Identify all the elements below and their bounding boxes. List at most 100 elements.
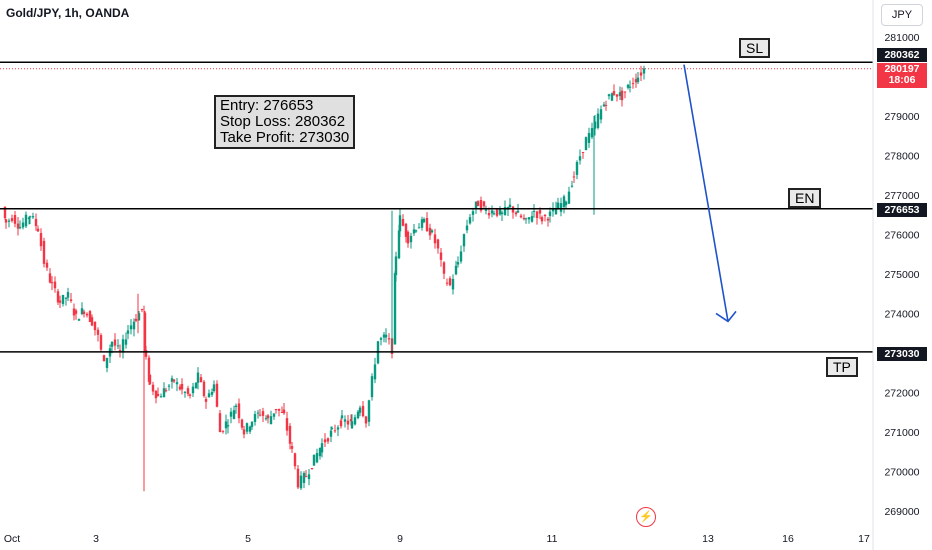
candle-body bbox=[269, 416, 273, 425]
candle-body bbox=[282, 409, 286, 414]
currency-button[interactable]: JPY bbox=[881, 4, 923, 26]
candle-body bbox=[226, 425, 230, 427]
candle-body bbox=[178, 386, 182, 390]
candle-body bbox=[296, 468, 300, 488]
candle-body bbox=[498, 209, 502, 215]
candle-body bbox=[626, 84, 630, 88]
candle-body bbox=[245, 423, 249, 432]
candle-body bbox=[280, 411, 284, 413]
candle-body bbox=[215, 383, 219, 407]
candle-body bbox=[401, 218, 405, 226]
candle-body bbox=[567, 191, 571, 204]
candle-body bbox=[3, 206, 7, 219]
candle-body bbox=[202, 381, 206, 397]
candle-body bbox=[34, 218, 38, 227]
candle-body bbox=[522, 217, 526, 220]
x-tick-label: 11 bbox=[547, 533, 558, 545]
candle-body bbox=[240, 419, 244, 428]
candle-body bbox=[343, 419, 347, 422]
candle-body bbox=[474, 201, 478, 208]
candle-body bbox=[194, 382, 198, 388]
candles bbox=[3, 65, 646, 492]
candle-body bbox=[96, 329, 100, 335]
sl-tag[interactable]: SL bbox=[739, 38, 771, 58]
candle-body bbox=[575, 161, 579, 175]
candle-body bbox=[221, 430, 225, 432]
candle-body bbox=[315, 453, 319, 463]
candle-body bbox=[593, 121, 597, 129]
candle-body bbox=[58, 300, 62, 303]
y-tick-label: 277000 bbox=[884, 190, 919, 202]
candle-body bbox=[147, 357, 151, 382]
y-tick-label: 279000 bbox=[884, 111, 919, 123]
candle-body bbox=[425, 217, 429, 232]
candle-body bbox=[66, 292, 70, 298]
candle-body bbox=[196, 372, 200, 383]
candle-body bbox=[445, 282, 449, 284]
trade-info-box[interactable]: Entry: 276653 Stop Loss: 280362 Take Pro… bbox=[214, 95, 356, 149]
candle-body bbox=[623, 91, 627, 93]
candle-body bbox=[604, 104, 608, 106]
y-tick-label: 276000 bbox=[884, 230, 919, 242]
candle-body bbox=[333, 430, 337, 432]
candle-body bbox=[172, 379, 176, 382]
candle-body bbox=[250, 421, 254, 427]
candle-body bbox=[430, 230, 434, 233]
candle-body bbox=[154, 390, 158, 399]
candle-body bbox=[514, 212, 518, 215]
candle-body bbox=[482, 201, 486, 207]
candle-body bbox=[329, 430, 333, 437]
candle-body bbox=[382, 334, 386, 338]
candle-body bbox=[636, 77, 640, 83]
tp-tag[interactable]: TP bbox=[826, 357, 858, 377]
candle-body bbox=[546, 218, 550, 221]
candle-body bbox=[442, 262, 446, 274]
candle-body bbox=[102, 355, 106, 362]
candle-body bbox=[578, 156, 582, 161]
candle-body bbox=[590, 128, 594, 138]
candle-body bbox=[519, 215, 523, 218]
x-tick-label: 9 bbox=[397, 533, 403, 545]
candle-body bbox=[288, 425, 292, 444]
x-tick-label: 5 bbox=[245, 533, 251, 545]
stop-loss-text: Stop Loss: 280362 bbox=[220, 113, 346, 130]
candle-body bbox=[412, 229, 416, 234]
candle-body bbox=[290, 446, 294, 449]
axes: 2690002700002710002720002730002740002750… bbox=[4, 0, 920, 550]
candle-body bbox=[274, 409, 278, 411]
en-tag[interactable]: EN bbox=[788, 188, 822, 208]
candle-body bbox=[503, 207, 507, 215]
candle-body bbox=[304, 476, 308, 478]
candle-body bbox=[302, 472, 306, 483]
candle-body bbox=[433, 234, 437, 244]
candle-body bbox=[367, 400, 371, 422]
candle-body bbox=[500, 212, 504, 215]
candle-body bbox=[596, 113, 600, 128]
candle-body bbox=[137, 313, 141, 321]
candle-body bbox=[132, 321, 136, 330]
candle-body bbox=[628, 86, 632, 88]
x-tick-label: 13 bbox=[702, 533, 714, 545]
candle-body bbox=[451, 278, 455, 290]
candle-body bbox=[39, 233, 43, 247]
candle-body bbox=[394, 256, 398, 276]
candle-body bbox=[339, 420, 343, 427]
candle-body bbox=[10, 218, 14, 221]
candle-body bbox=[299, 475, 303, 489]
candle-body bbox=[406, 231, 410, 244]
candle-body bbox=[293, 453, 297, 467]
candle-body bbox=[465, 225, 469, 231]
candle-body bbox=[266, 415, 270, 419]
candle-body bbox=[180, 383, 184, 390]
candle-body bbox=[490, 210, 494, 214]
candle-body bbox=[471, 211, 475, 215]
candle-body bbox=[261, 411, 265, 416]
lightning-icon[interactable]: ⚡ bbox=[636, 507, 656, 527]
candle-body bbox=[188, 394, 192, 396]
symbol-title[interactable]: Gold/JPY, 1h, OANDA bbox=[6, 6, 130, 20]
candle-body bbox=[199, 377, 203, 382]
candle-body bbox=[140, 308, 144, 310]
candle-body bbox=[50, 282, 54, 284]
candle-body bbox=[272, 413, 276, 417]
